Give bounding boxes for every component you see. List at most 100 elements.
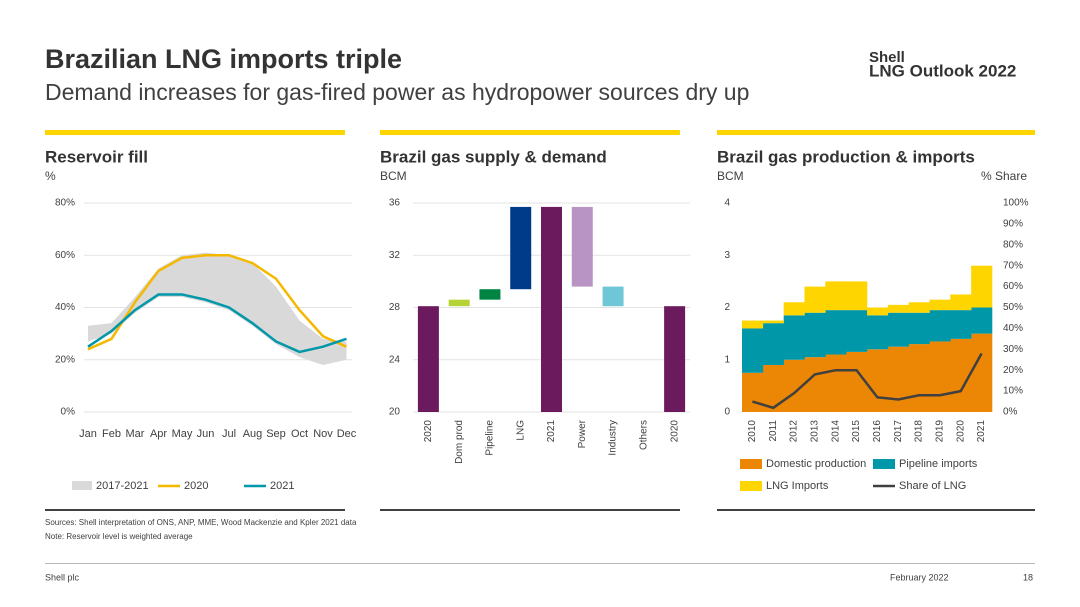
area-segment [867,315,889,350]
area-segment [825,354,847,412]
y-tick-label: 30% [1003,344,1023,355]
legend-swatch [740,459,762,469]
x-tick-label: 2017 [893,420,904,443]
area-segment [971,307,993,334]
bar [602,286,624,307]
legend-swatch [72,481,92,490]
area-segment [825,281,847,311]
y-tick-label: 0% [1003,407,1018,418]
area-segment [783,359,805,412]
x-tick-label: 2011 [768,420,779,442]
area-segment [783,302,805,316]
bar [664,306,686,412]
y-tick-label: 100% [1003,198,1029,209]
page-number: 18 [1023,572,1033,582]
sources: Sources: Shell interpretation of ONS, AN… [45,518,357,527]
y-tick-label: 0 [724,407,730,418]
y-tick-label: 20% [1003,365,1023,376]
area-segment [762,364,784,412]
area-segment [804,357,826,412]
legend-label: Share of LNG [899,480,966,492]
y-tick-label: 70% [1003,260,1023,271]
column-rule [45,130,345,135]
footer-date: February 2022 [890,572,949,582]
x-tick-label: 2010 [747,420,758,443]
x-tick-label: 2016 [872,420,883,443]
area-segment [783,315,805,360]
legend-label: 2017-2021 [96,480,149,492]
slide-title: Brazilian LNG imports triple [45,44,402,74]
chart-title: Brazil gas supply & demand [380,147,607,166]
x-tick-label: 2018 [914,420,925,443]
x-tick-label: Sep [266,428,286,440]
column-base [717,509,1035,511]
x-tick-label: Dec [337,428,357,440]
x-tick-label: Apr [150,428,167,440]
chart-title: Brazil gas production & imports [717,147,975,166]
series-line [752,352,983,410]
area-segment [908,312,930,345]
y-tick-label: 3 [724,250,730,261]
bar [541,206,562,412]
column-base [380,509,680,511]
area-segment [846,310,868,352]
x-tick-label: Jan [79,428,97,440]
y-axis-label: BCM [717,169,744,183]
y2-axis-label: % Share [981,169,1027,183]
y-tick-label: 80% [55,198,75,209]
y-tick-label: 28 [389,302,401,313]
area-segment [887,346,909,412]
area-segment [887,312,909,347]
report-name: LNG Outlook 2022 [869,61,1016,80]
x-tick-label: Jun [197,428,215,440]
bar [571,206,593,287]
area-segment [762,323,784,365]
slide-subtitle: Demand increases for gas-fired power as … [45,79,749,105]
y-tick-label: 0% [61,407,76,418]
y-axis-label: BCM [380,169,407,183]
x-tick-label: Pipeline [485,420,496,456]
x-tick-label: 2015 [851,420,862,443]
area-segment [867,307,889,316]
brand: Shell [869,49,905,66]
legend-label: 2020 [184,480,208,492]
x-tick-label: Power [577,419,588,448]
area-segment [846,281,868,311]
area-segment [825,310,847,355]
y-tick-label: 4 [724,198,730,209]
y-tick-label: 20 [389,407,401,418]
series-line [87,293,347,354]
x-tick-label: 2012 [789,420,800,443]
y-tick-label: 2 [724,302,730,313]
y-tick-label: 60% [55,250,75,261]
x-tick-label: 2013 [810,420,821,443]
column-rule [380,130,680,135]
area-segment [971,333,993,412]
bar [448,299,470,307]
x-tick-label: 2020 [669,420,680,443]
bar [479,289,501,300]
x-tick-label: Nov [313,428,333,440]
y-tick-label: 90% [1003,219,1023,230]
area-segment [762,320,784,324]
x-tick-label: Others [638,420,649,450]
bar [417,306,439,412]
footer-rule [45,563,1035,564]
legend-label: Pipeline imports [899,458,978,470]
y-axis-label: % [45,169,56,183]
x-tick-label: LNG [515,420,526,441]
y-tick-label: 36 [389,198,401,209]
legend-swatch [873,459,895,469]
legend-label: Domestic production [766,458,866,470]
x-tick-label: 2020 [423,420,434,443]
x-tick-label: Oct [291,428,308,440]
area-segment [846,351,868,412]
x-tick-label: Dom prod [454,420,465,464]
legend-label: 2021 [270,480,294,492]
legend-label: LNG Imports [766,480,829,492]
x-tick-label: 2020 [955,420,966,443]
x-tick-label: May [172,428,193,440]
area-segment [867,349,889,412]
y-tick-label: 1 [724,354,730,365]
y-tick-label: 50% [1003,302,1023,313]
